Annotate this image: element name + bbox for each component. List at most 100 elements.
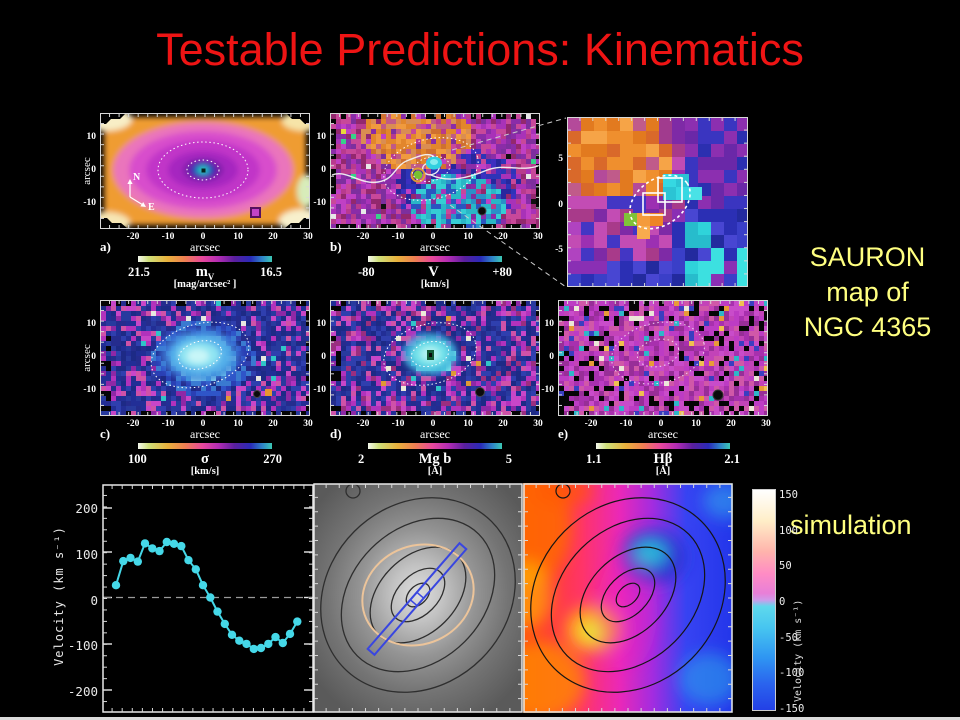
colorbar <box>138 443 272 449</box>
mgb-map <box>330 300 540 416</box>
kdc-ring <box>361 543 475 647</box>
x-tick-label: 20 <box>498 232 508 242</box>
simulation-velocity-field <box>523 483 733 713</box>
colorbar-symbol: Hβ <box>654 451 673 469</box>
y-tick-label: -10 <box>313 198 326 208</box>
x-axis-label: arcsec <box>420 240 450 254</box>
photometry-map: N E <box>100 113 310 229</box>
kdc-ellipse <box>629 174 691 230</box>
y-tick-label: 0 <box>321 165 326 175</box>
colorbar <box>368 256 502 262</box>
x-tick-label: 0 <box>200 232 206 242</box>
velocity-y-tick-labels: 200 100 0 -100 -200 <box>54 501 98 699</box>
colorbar-tick-label: 100 <box>779 524 798 537</box>
colorbar-labels: 2 Mg b 5 <box>358 451 512 469</box>
velocity-curve-panel: Velocity (km s⁻¹) 200 100 0 -100 -200 <box>48 484 328 716</box>
zero-velocity-contour <box>331 153 539 184</box>
colorbar-unit: [Å] <box>655 466 671 477</box>
green-spot <box>413 170 423 180</box>
panel-letter: a) <box>100 239 111 254</box>
colorbar <box>138 256 272 262</box>
colorbar-max: +80 <box>492 265 512 279</box>
x-tick-label: 30 <box>533 419 543 429</box>
colorbar-unit: [Å] <box>427 466 443 477</box>
y-tick-label: 10 <box>316 132 327 142</box>
x-tick-labels: -20 -10 0 10 20 30 <box>123 419 318 429</box>
y-tick-labels: 10 0 -10 <box>74 132 96 208</box>
y-tick-label: -10 <box>83 385 96 395</box>
x-tick-labels: -20 -10 0 10 20 30 <box>581 419 776 429</box>
x-tick-labels: -20 -10 0 10 20 30 <box>123 232 318 242</box>
colorbar-max: 5 <box>505 452 512 466</box>
point-source-marker <box>250 207 261 218</box>
galaxy-grayscale-image <box>313 483 523 713</box>
colorbar-max: 270 <box>263 452 282 466</box>
colorbar-tick-label: 0 <box>779 595 786 608</box>
panel-letter: c) <box>100 426 111 441</box>
sauron-line-1: SAURON <box>809 242 926 272</box>
y-tick-label: -10 <box>83 198 96 208</box>
y-tick-label: 10 <box>86 319 97 329</box>
colorbar-tick-label: -150 <box>779 702 805 715</box>
colorbar-labels: 100 σ 270 <box>128 451 282 469</box>
x-tick-label: -20 <box>356 232 370 242</box>
y-tick-labels: 10 0 -10 <box>536 319 554 395</box>
colorbar <box>368 443 502 449</box>
x-tick-label: 10 <box>233 419 243 429</box>
panel-b: 10 0 -10 -20 -10 0 10 20 30 b) arcsec -80 V +80… <box>300 113 550 303</box>
x-tick-label: 0 <box>430 419 436 429</box>
x-axis-label: arcsec <box>190 240 220 254</box>
x-tick-label: 20 <box>268 232 278 242</box>
slide-title: Testable Predictions: Kinematics <box>156 24 804 75</box>
x-axis-label: arcsec <box>190 427 220 441</box>
x-tick-label: 10 <box>691 419 701 429</box>
isophote-contours <box>530 497 726 693</box>
x-tick-label: -10 <box>161 419 175 429</box>
x-tick-label: 30 <box>303 419 313 429</box>
panel-letter: e) <box>558 426 569 441</box>
x-tick-label: -20 <box>126 419 140 429</box>
colorbar-symbol: Mg b <box>419 451 452 469</box>
velocity-curve-plot <box>102 484 314 713</box>
colorbar-tick-label: 50 <box>779 560 792 573</box>
x-tick-label: 0 <box>200 419 206 429</box>
colorbar-min: -80 <box>358 265 375 279</box>
velocity-map <box>330 113 540 229</box>
y-tick-labels: 5 0 -5 <box>547 154 563 255</box>
simulation-annotation: simulation <box>790 510 912 540</box>
colorbar-tick-label: -100 <box>779 667 805 680</box>
y-tick-label: -200 <box>67 684 98 699</box>
y-tick-label: 10 <box>86 132 97 142</box>
slide-bottom-edge <box>0 717 960 720</box>
y-tick-label: -10 <box>313 385 326 395</box>
aperture-box-1 <box>642 192 666 216</box>
symbol-main: σ <box>201 451 209 467</box>
panel-letter: d) <box>330 426 342 441</box>
slit-overlay <box>366 541 468 657</box>
panel-d: 10 0 -10 -20 -10 0 10 20 30 d) arcsec 2 Mg b <box>300 300 550 490</box>
x-tick-label: -20 <box>126 232 140 242</box>
x-axis-label: arcsec <box>648 427 678 441</box>
y-tick-label: 10 <box>316 319 327 329</box>
foreground-object <box>477 206 487 216</box>
panel-inset-zoom: 5 0 -5 <box>545 117 757 293</box>
colorbar-tick-label: 150 <box>779 489 798 501</box>
x-tick-label: 20 <box>498 419 508 429</box>
colorbar-min: 100 <box>128 452 147 466</box>
velocity-colorbar-ticks: 150 100 50 0 -50 -100 -150 <box>779 489 809 715</box>
x-tick-label: 0 <box>430 232 436 242</box>
colorbar-symbol: σ <box>201 451 209 469</box>
x-tick-label: 20 <box>268 419 278 429</box>
inset-center-features <box>624 174 702 239</box>
x-tick-label: -10 <box>619 419 633 429</box>
inset-zoom-map <box>567 117 748 287</box>
y-tick-label: 0 <box>90 592 98 608</box>
y-tick-label: 0 <box>321 352 326 362</box>
x-tick-label: 10 <box>233 232 243 242</box>
foreground-object <box>475 387 485 397</box>
x-tick-label: -10 <box>391 232 405 242</box>
panel-c: arcsec 10 0 -10 -20 -10 0 10 20 30 c) arcsec 10… <box>70 300 320 490</box>
colorbar-symbol: mV <box>196 264 215 282</box>
compass-icon: N E <box>127 172 155 213</box>
